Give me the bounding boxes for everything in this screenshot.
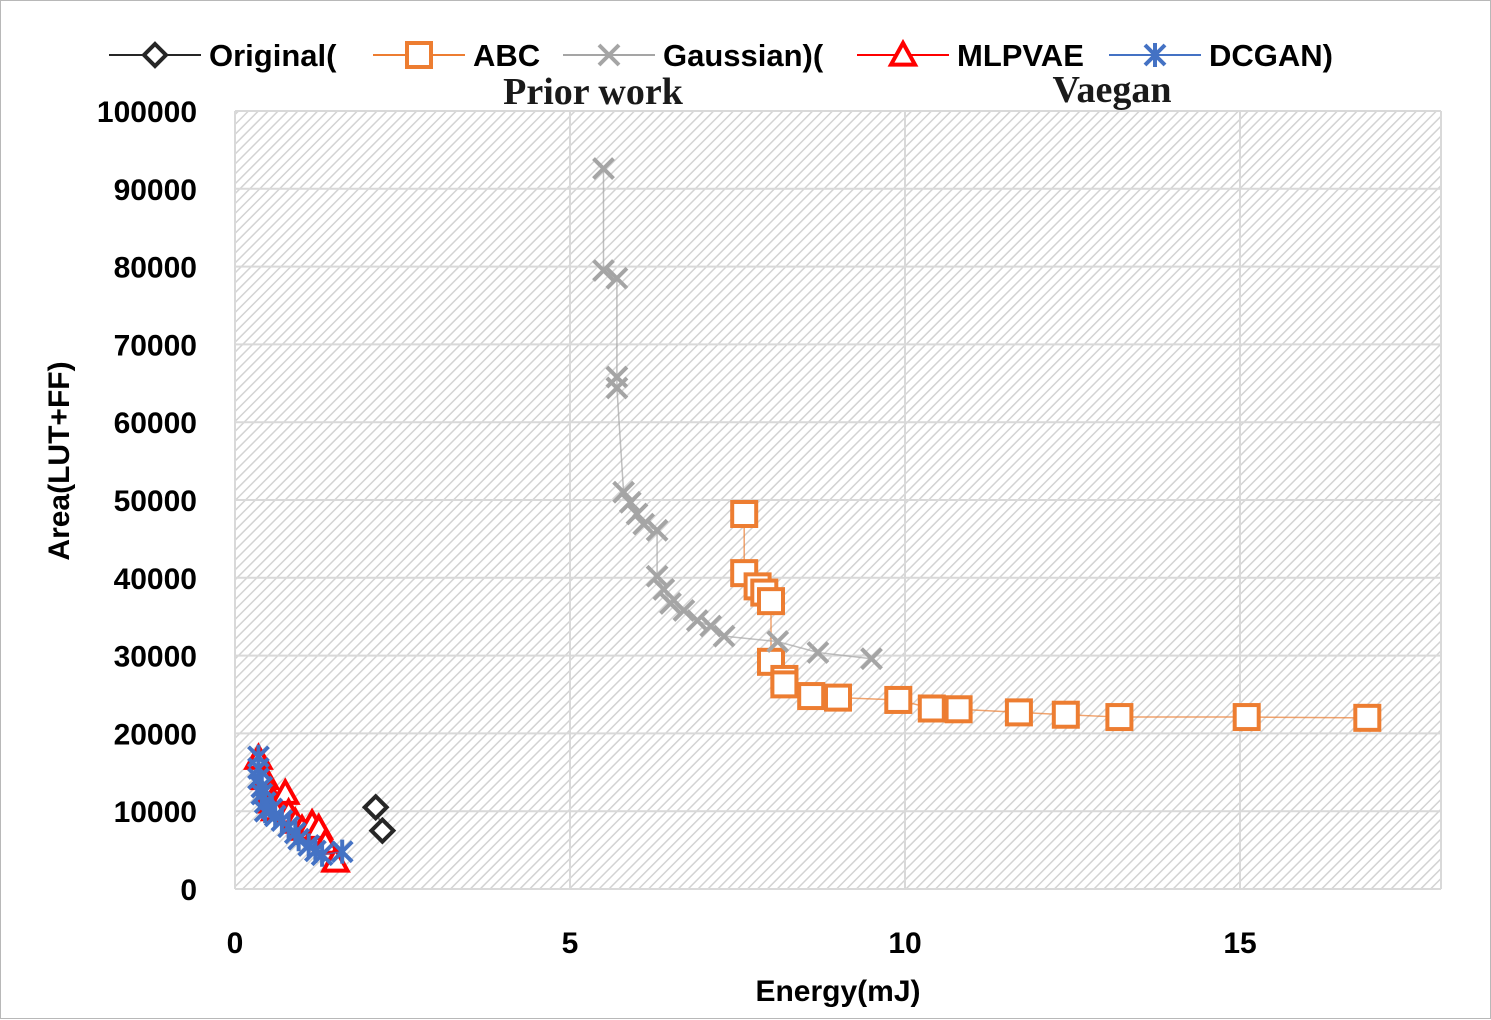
legend-entry-4: DCGAN) bbox=[1109, 38, 1333, 73]
annotation-vaegan: Vaegan bbox=[1053, 69, 1172, 111]
x-tick-label: 15 bbox=[1223, 927, 1256, 960]
y-tick-label: 0 bbox=[180, 874, 197, 907]
y-tick-label: 10000 bbox=[114, 796, 197, 829]
legend-label: DCGAN) bbox=[1209, 38, 1333, 73]
legend-marker bbox=[597, 43, 621, 67]
x-axis-title: Energy(mJ) bbox=[755, 975, 920, 1008]
data-point bbox=[592, 157, 615, 180]
y-axis-ticks: 0 10000 20000 30000 40000 50000 60000 70000 8000… bbox=[97, 96, 197, 907]
grid-lines bbox=[234, 110, 1442, 890]
data-point bbox=[605, 266, 629, 290]
legend-entry-0: Original( bbox=[109, 38, 337, 73]
data-point bbox=[699, 614, 723, 638]
y-tick-label: 40000 bbox=[114, 563, 197, 596]
legend-marker bbox=[141, 41, 169, 69]
x-tick-label: 10 bbox=[888, 927, 921, 960]
y-tick-label: 90000 bbox=[114, 174, 197, 207]
data-point bbox=[1051, 700, 1080, 729]
series-4 bbox=[247, 744, 354, 867]
data-point bbox=[330, 839, 354, 864]
x-axis-ticks: 0 5 10 15 bbox=[227, 927, 1257, 960]
data-point bbox=[287, 827, 311, 852]
data-point bbox=[612, 480, 636, 504]
y-tick-label: 60000 bbox=[114, 407, 197, 440]
y-tick-label: 20000 bbox=[114, 718, 197, 751]
data-point bbox=[1105, 703, 1134, 732]
y-tick-label: 30000 bbox=[114, 641, 197, 674]
legend-entry-1: ABC bbox=[373, 38, 540, 73]
data-point bbox=[632, 512, 656, 536]
y-tick-label: 100000 bbox=[97, 96, 197, 129]
legend-label: Original( bbox=[209, 38, 337, 73]
data-point bbox=[730, 500, 759, 529]
data-point bbox=[770, 670, 799, 699]
legend-label: ABC bbox=[473, 38, 540, 73]
data-point bbox=[645, 564, 669, 588]
series-1 bbox=[730, 500, 1382, 732]
data-point bbox=[712, 624, 736, 648]
data-point bbox=[605, 376, 629, 400]
data-point bbox=[806, 641, 830, 664]
data-point bbox=[659, 592, 682, 615]
data-point bbox=[824, 683, 852, 712]
series-layer bbox=[243, 157, 1382, 873]
x-tick-label: 5 bbox=[562, 927, 579, 960]
data-point bbox=[944, 695, 973, 724]
legend: Original( ABC Gaussian)( MLPVAE DCGAN) bbox=[109, 38, 1333, 73]
y-tick-label: 50000 bbox=[114, 485, 197, 518]
data-point bbox=[625, 502, 649, 526]
data-point bbox=[757, 587, 785, 616]
legend-label: Gaussian)( bbox=[663, 38, 824, 73]
data-point bbox=[797, 682, 826, 711]
data-point bbox=[361, 793, 390, 822]
data-point bbox=[368, 816, 397, 845]
data-point bbox=[1232, 703, 1261, 732]
legend-entry-2: Gaussian)( bbox=[563, 38, 824, 73]
data-point bbox=[645, 518, 669, 542]
y-tick-label: 80000 bbox=[114, 252, 197, 285]
data-point bbox=[672, 599, 696, 622]
series-0 bbox=[361, 793, 397, 845]
data-point bbox=[766, 630, 790, 654]
data-point bbox=[1353, 703, 1382, 732]
data-point bbox=[917, 694, 946, 723]
annotation-prior-work: Prior work bbox=[503, 71, 684, 113]
legend-entry-3: MLPVAE bbox=[857, 38, 1084, 73]
y-tick-label: 70000 bbox=[114, 329, 197, 362]
series-2 bbox=[592, 157, 883, 671]
data-point bbox=[685, 609, 709, 633]
legend-marker bbox=[887, 38, 919, 67]
legend-marker bbox=[405, 41, 433, 69]
x-tick-label: 0 bbox=[227, 927, 244, 960]
legend-marker bbox=[1143, 43, 1167, 67]
data-point bbox=[860, 647, 883, 671]
data-point bbox=[592, 259, 615, 282]
legend-label: MLPVAE bbox=[957, 38, 1084, 73]
y-axis-title: Area(LUT+FF) bbox=[43, 361, 76, 560]
data-point bbox=[310, 842, 334, 867]
data-point bbox=[652, 578, 676, 601]
data-point bbox=[1004, 698, 1033, 727]
data-point bbox=[618, 490, 642, 514]
data-point bbox=[884, 685, 913, 714]
